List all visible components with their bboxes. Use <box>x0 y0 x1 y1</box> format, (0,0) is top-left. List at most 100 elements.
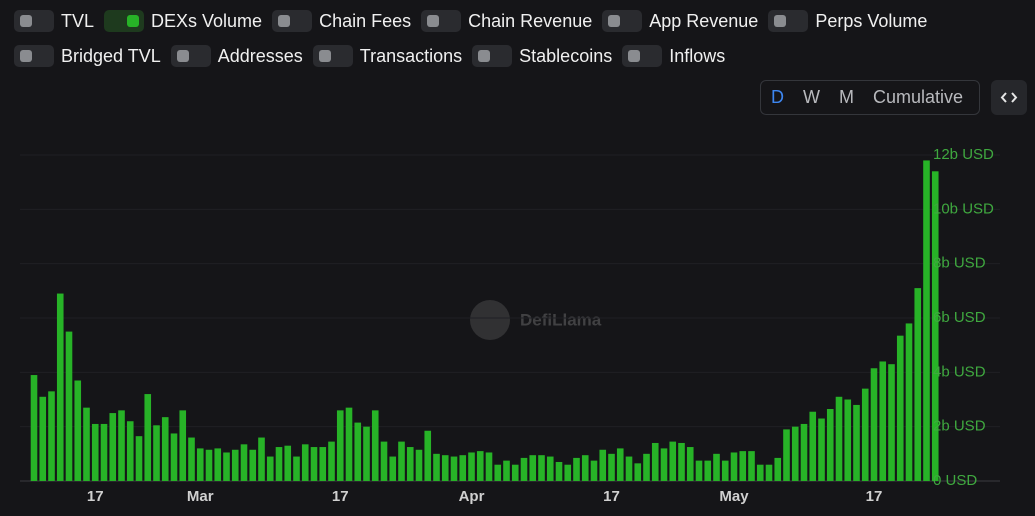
bar <box>459 455 467 481</box>
switch-knob <box>176 50 189 62</box>
bar <box>258 437 265 481</box>
watermark-text: DefiLlama <box>520 310 602 329</box>
bar <box>931 171 939 482</box>
bar <box>100 423 108 481</box>
bar <box>590 460 598 481</box>
bar <box>450 456 458 481</box>
toggle-label: Chain Fees <box>319 10 412 31</box>
switch <box>104 10 145 32</box>
switch-knob <box>628 50 641 62</box>
bar <box>363 426 370 481</box>
timeframe-button[interactable]: W <box>803 87 820 107</box>
bar <box>870 368 878 481</box>
timeframe-button[interactable]: Cumulative <box>873 87 964 107</box>
toggle[interactable]: Inflows <box>622 45 725 67</box>
bar <box>678 442 685 481</box>
bar <box>861 388 869 481</box>
x-tick-label: May <box>719 488 749 505</box>
x-tick-label: 17 <box>866 488 883 505</box>
x-tick-label: 17 <box>332 488 349 505</box>
y-tick-label: 10b USD <box>933 200 994 217</box>
bar <box>923 160 930 481</box>
bar <box>109 413 117 481</box>
bar <box>888 364 895 481</box>
bar <box>231 449 239 481</box>
bar <box>669 441 677 481</box>
bar <box>284 445 292 481</box>
switch-knob <box>20 15 32 27</box>
bar <box>503 460 510 481</box>
timeframe-button[interactable]: M <box>839 87 854 107</box>
bar <box>153 425 160 481</box>
toggle[interactable]: Perps Volume <box>768 10 927 32</box>
bar <box>398 441 405 481</box>
bar <box>223 452 230 481</box>
y-tick-label: 6b USD <box>933 309 986 326</box>
bar <box>529 455 537 481</box>
toggle[interactable]: Transactions <box>312 45 462 67</box>
bar <box>91 423 99 481</box>
toggle[interactable]: App Revenue <box>602 10 758 32</box>
bar <box>695 460 703 481</box>
toggle[interactable]: Chain Fees <box>272 10 411 32</box>
bar <box>739 451 747 481</box>
bar <box>896 335 904 481</box>
bar <box>328 441 335 481</box>
embed-icon <box>1000 92 1018 103</box>
bar <box>179 410 187 481</box>
switch-knob <box>427 15 440 27</box>
switch <box>272 10 313 32</box>
bar <box>774 457 782 481</box>
bar <box>783 429 790 481</box>
timeframe-button[interactable]: D <box>771 87 784 107</box>
switch-knob <box>278 15 291 27</box>
bar <box>713 453 720 481</box>
toggle-label: Bridged TVL <box>61 45 161 66</box>
bar <box>800 423 808 481</box>
switch-knob <box>478 50 491 62</box>
bar <box>74 380 82 481</box>
bar <box>406 447 414 481</box>
y-tick-label: 2b USD <box>933 418 986 435</box>
toggle-label: Inflows <box>669 45 726 66</box>
toggle[interactable]: Chain Revenue <box>421 10 592 32</box>
toggle[interactable]: TVL <box>14 10 94 32</box>
bar <box>818 418 825 481</box>
bar <box>476 451 484 481</box>
bar <box>30 375 38 481</box>
y-tick-label: 4b USD <box>933 363 986 380</box>
watermark: DefiLlama <box>470 300 602 340</box>
embed-button[interactable] <box>991 80 1027 115</box>
bar <box>538 455 545 481</box>
toggle[interactable]: Addresses <box>170 45 303 67</box>
bar <box>161 417 169 481</box>
switch-knob <box>127 15 140 27</box>
toggle-label: Perps Volume <box>815 10 928 31</box>
bar <box>144 394 152 481</box>
bar <box>135 436 143 481</box>
toggle-label: DEXs Volume <box>151 10 263 31</box>
switch-knob <box>20 50 32 62</box>
bar <box>485 452 493 481</box>
switch-knob <box>774 15 787 27</box>
toggle-label: App Revenue <box>649 10 759 31</box>
switch <box>170 45 211 67</box>
x-tick-label: 17 <box>603 488 620 505</box>
bar <box>56 293 64 481</box>
toggle-label: Chain Revenue <box>468 10 593 31</box>
bar <box>756 464 764 481</box>
toggle[interactable]: DEXs Volume <box>104 10 262 32</box>
bar <box>266 456 274 481</box>
toggle[interactable]: Bridged TVL <box>14 45 161 67</box>
toggle[interactable]: Stablecoins <box>472 45 612 67</box>
bar <box>634 463 642 481</box>
bar <box>581 455 589 481</box>
bar <box>564 464 572 481</box>
bar <box>853 404 860 481</box>
bar <box>319 447 327 481</box>
bar <box>573 457 580 481</box>
bar <box>389 456 397 481</box>
bar <box>310 447 318 481</box>
switch <box>14 10 54 32</box>
